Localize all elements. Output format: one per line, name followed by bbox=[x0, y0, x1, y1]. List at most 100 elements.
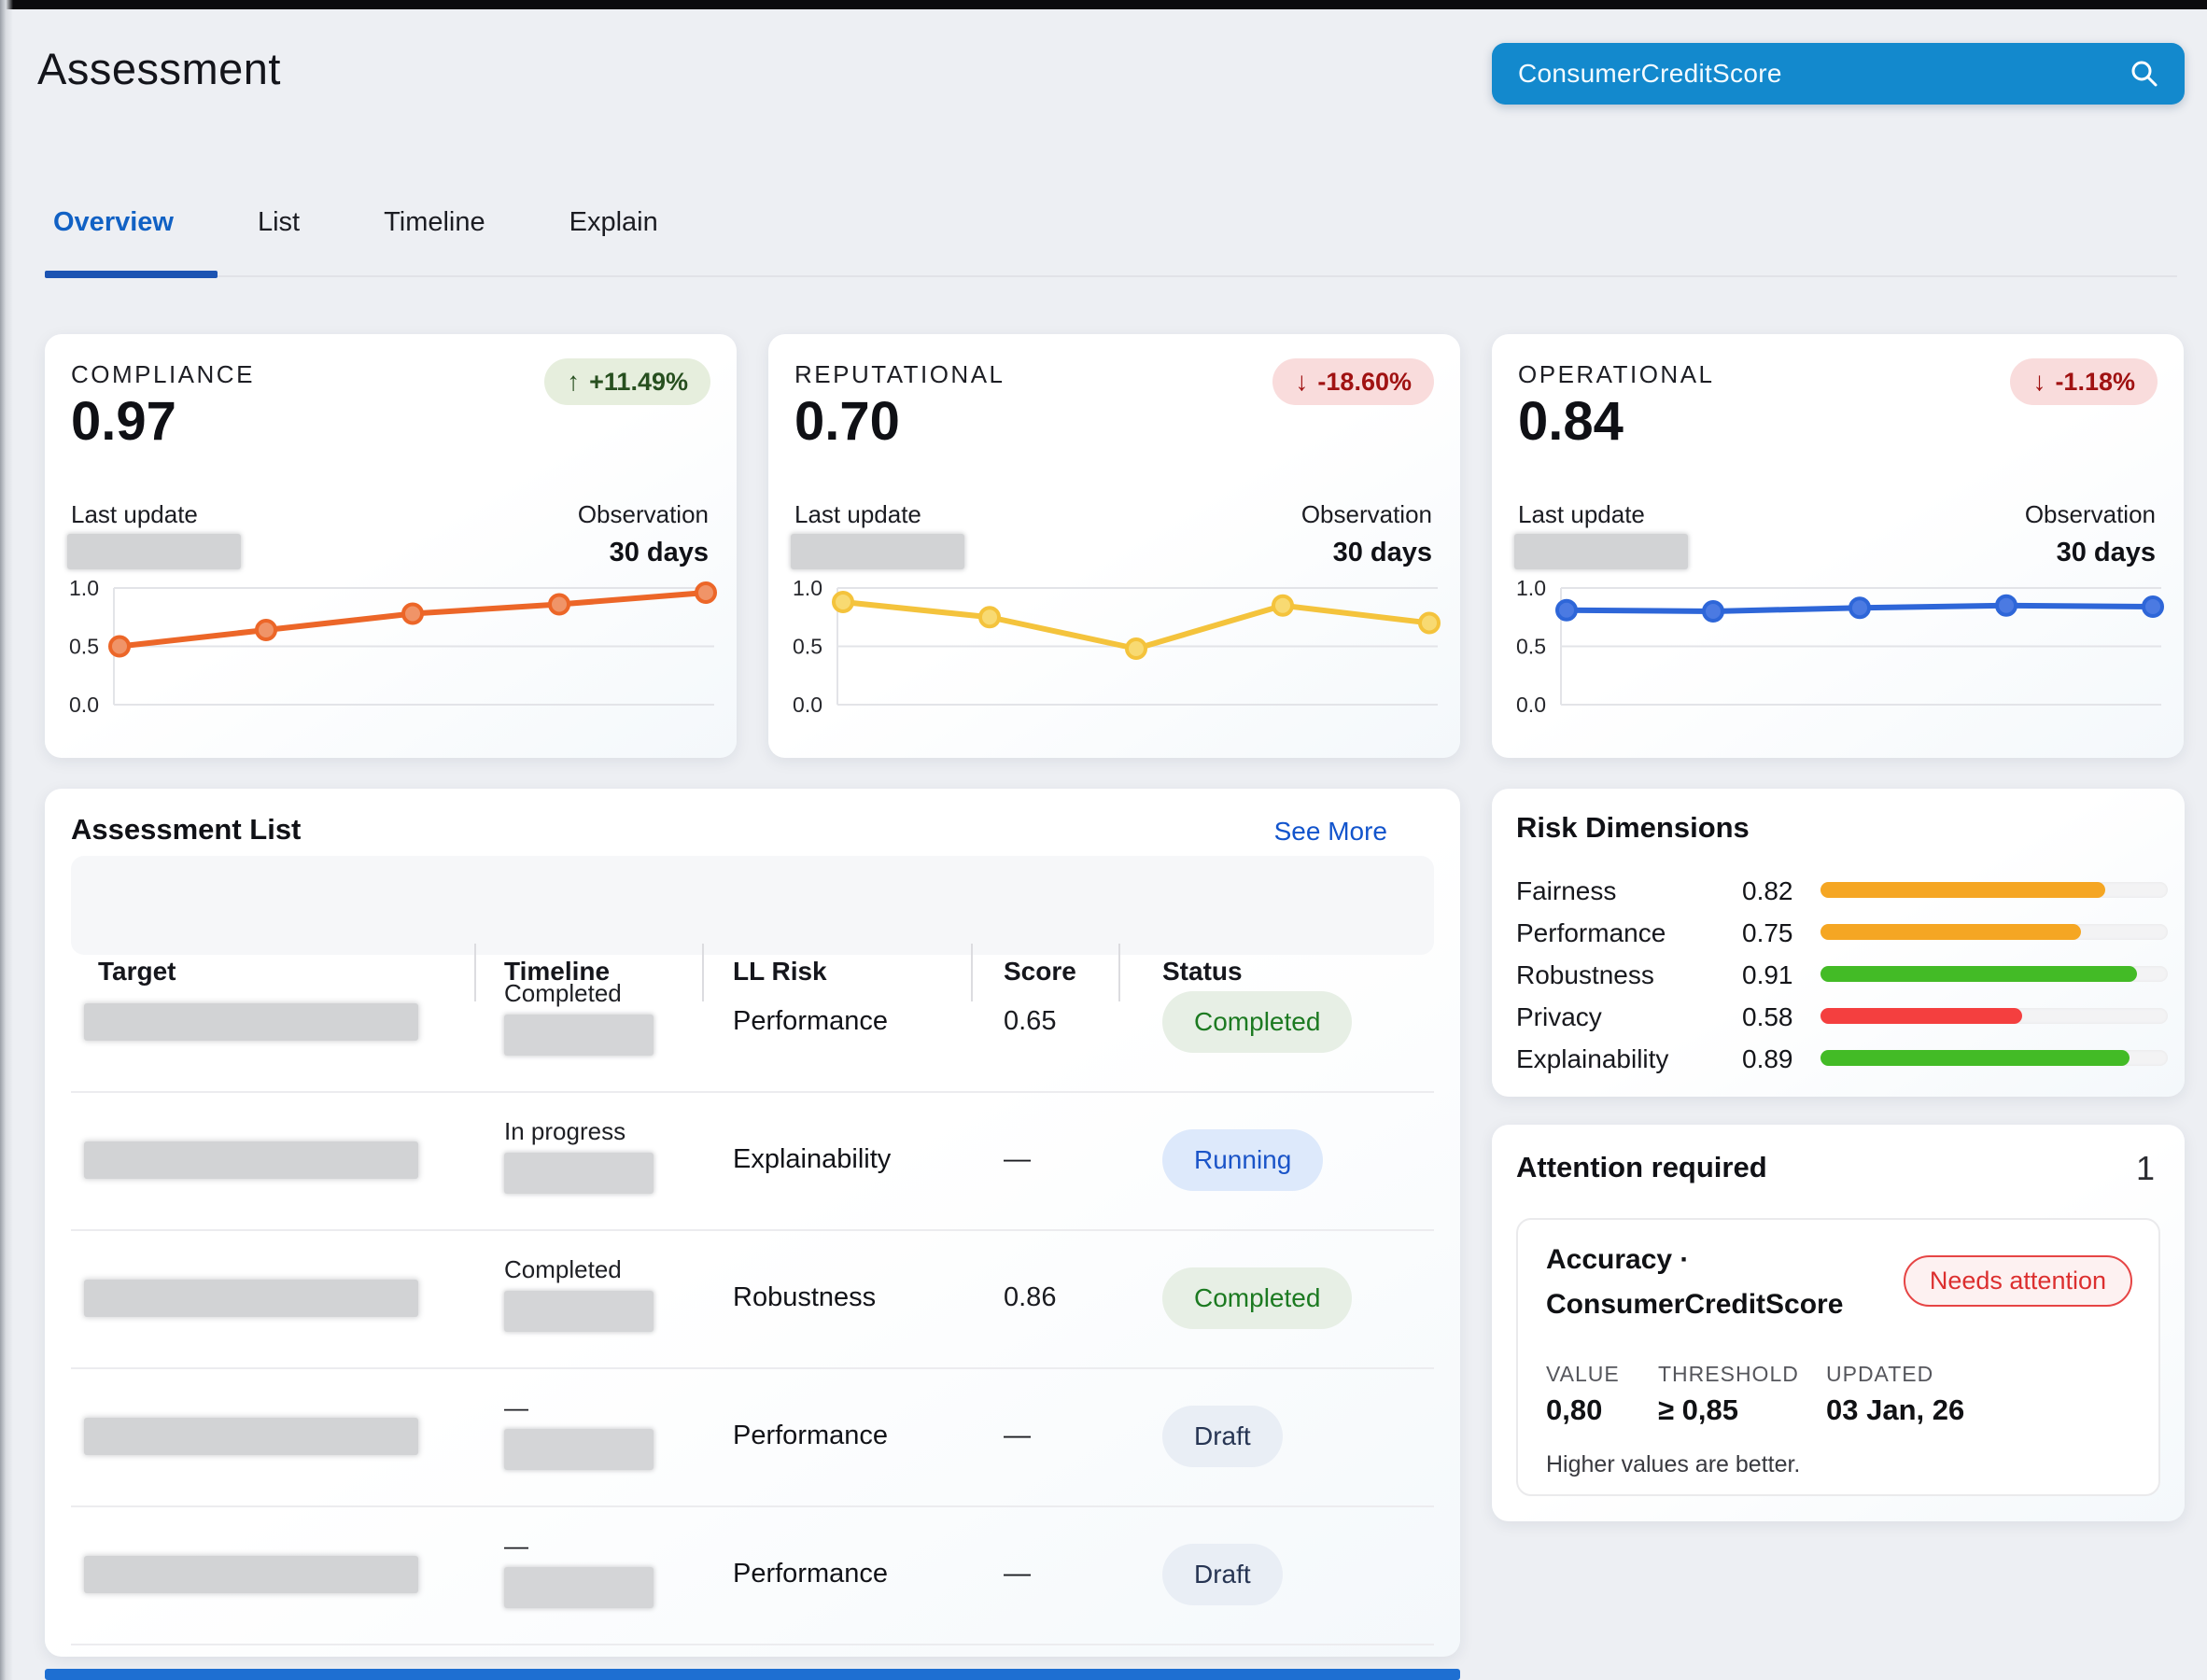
timeline-state: Completed bbox=[504, 1255, 622, 1284]
window-top-edge bbox=[0, 0, 2207, 9]
redacted-target bbox=[84, 1003, 418, 1041]
ll-risk-value: Robustness bbox=[733, 1282, 876, 1313]
status-badge: Draft bbox=[1162, 1406, 1283, 1467]
ll-risk-value: Performance bbox=[733, 1559, 888, 1589]
risk-bar-track bbox=[1820, 1050, 2168, 1066]
risk-value: 0.91 bbox=[1742, 960, 1793, 990]
redacted-date bbox=[1514, 534, 1688, 569]
svg-text:0.0: 0.0 bbox=[1516, 693, 1546, 717]
attention-item[interactable]: Accuracy · ConsumerCreditScore Needs att… bbox=[1516, 1218, 2160, 1496]
trend-arrow-icon: ↓ bbox=[2032, 367, 2045, 397]
risk-bar-track bbox=[1820, 924, 2168, 940]
compliance-trend-chart: 1.00.50.0 bbox=[45, 575, 737, 748]
table-row[interactable]: — Performance — Draft bbox=[45, 1367, 1460, 1505]
redacted-date bbox=[791, 534, 964, 569]
metric-label: OPERATIONAL bbox=[1518, 360, 1715, 389]
attention-model-name: ConsumerCreditScore bbox=[1546, 1289, 1843, 1321]
observation-value: 30 days bbox=[2057, 538, 2156, 568]
svg-text:0.0: 0.0 bbox=[69, 693, 99, 717]
redacted-target bbox=[84, 1141, 418, 1179]
score-value: 0.65 bbox=[1004, 1006, 1056, 1037]
risk-dimension-row: Fairness 0.82 bbox=[1492, 876, 2185, 908]
risk-dimensions-title: Risk Dimensions bbox=[1516, 811, 1750, 845]
timeline-state: Completed bbox=[504, 979, 622, 1008]
svg-text:0.5: 0.5 bbox=[1516, 635, 1546, 659]
timeline-state: — bbox=[504, 1532, 528, 1561]
table-row[interactable]: In progress Explainability — Running bbox=[45, 1091, 1460, 1229]
metric-label: COMPLIANCE bbox=[71, 360, 255, 389]
risk-dimension-row: Performance 0.75 bbox=[1492, 918, 2185, 950]
risk-bar-track bbox=[1820, 1008, 2168, 1024]
operational-trend-chart: 1.00.50.0 bbox=[1492, 575, 2184, 748]
compliance-card: COMPLIANCE 0.97 ↑ +11.49% Last update Ob… bbox=[45, 334, 737, 758]
observation-value: 30 days bbox=[610, 538, 709, 568]
redacted-timeline bbox=[504, 1429, 654, 1470]
risk-value: 0.75 bbox=[1742, 918, 1793, 948]
redacted-timeline bbox=[504, 1153, 654, 1194]
delta-badge: ↓ -18.60% bbox=[1272, 358, 1434, 405]
attention-count: 1 bbox=[2136, 1149, 2155, 1188]
active-tab-indicator bbox=[45, 271, 218, 278]
attention-metric-name: Accuracy · bbox=[1546, 1244, 1689, 1276]
delta-badge: ↑ +11.49% bbox=[544, 358, 710, 405]
tab-bar: Overview List Timeline Explain bbox=[53, 207, 658, 238]
observation-label: Observation bbox=[2025, 500, 2156, 529]
tab-explain[interactable]: Explain bbox=[569, 207, 658, 238]
observation-label: Observation bbox=[1301, 500, 1432, 529]
status-badge: Completed bbox=[1162, 991, 1352, 1053]
window-left-edge bbox=[0, 0, 13, 1680]
score-value: 0.86 bbox=[1004, 1282, 1056, 1313]
trend-arrow-icon: ↑ bbox=[567, 367, 580, 397]
trend-arrow-icon: ↓ bbox=[1295, 367, 1308, 397]
svg-text:0.5: 0.5 bbox=[69, 635, 99, 659]
attention-note: Higher values are better. bbox=[1546, 1451, 1800, 1478]
tab-list[interactable]: List bbox=[258, 207, 300, 238]
row-divider bbox=[71, 1644, 1434, 1645]
redacted-target bbox=[84, 1418, 418, 1455]
redacted-target bbox=[84, 1556, 418, 1593]
status-badge: Completed bbox=[1162, 1267, 1352, 1329]
risk-bar-fill bbox=[1820, 924, 2081, 940]
metric-label: REPUTATIONAL bbox=[794, 360, 1005, 389]
risk-label: Fairness bbox=[1516, 876, 1616, 906]
search-icon[interactable] bbox=[2129, 58, 2160, 90]
ll-risk-value: Performance bbox=[733, 1421, 888, 1451]
see-more-link[interactable]: See More bbox=[1274, 817, 1387, 847]
timeline-state: In progress bbox=[504, 1117, 626, 1146]
risk-dimensions-card: Risk Dimensions Fairness 0.82 Performanc… bbox=[1492, 789, 2185, 1097]
risk-label: Robustness bbox=[1516, 960, 1654, 990]
risk-label: Explainability bbox=[1516, 1044, 1668, 1074]
delta-value: -18.60% bbox=[1317, 368, 1412, 397]
attention-title: Attention required bbox=[1516, 1151, 1767, 1184]
page-title: Assessment bbox=[37, 43, 281, 94]
operational-card: OPERATIONAL 0.84 ↓ -1.18% Last update Ob… bbox=[1492, 334, 2184, 758]
metric-value: 0.97 bbox=[71, 390, 176, 453]
search-input[interactable]: ConsumerCreditScore bbox=[1492, 43, 2185, 105]
risk-label: Performance bbox=[1516, 918, 1666, 948]
table-row[interactable]: Completed Performance 0.65 Completed bbox=[45, 953, 1460, 1091]
updated-label: UPDATED bbox=[1826, 1362, 1933, 1387]
metric-value: 0.84 bbox=[1518, 390, 1624, 453]
risk-bar-track bbox=[1820, 882, 2168, 898]
table-row[interactable]: — Performance — Draft bbox=[45, 1505, 1460, 1644]
timeline-state: — bbox=[504, 1393, 528, 1422]
risk-label: Privacy bbox=[1516, 1002, 1602, 1032]
threshold-label: THRESHOLD bbox=[1658, 1362, 1799, 1387]
search-value: ConsumerCreditScore bbox=[1518, 59, 2129, 89]
risk-bar-fill bbox=[1820, 966, 2137, 982]
svg-text:0.5: 0.5 bbox=[793, 635, 822, 659]
table-header: Target Timeline LL Risk Score Status bbox=[71, 856, 1434, 955]
tab-divider bbox=[45, 275, 2177, 277]
dashboard-screen: Assessment ConsumerCreditScore Overview … bbox=[0, 0, 2207, 1680]
last-update-label: Last update bbox=[71, 500, 198, 529]
tab-timeline[interactable]: Timeline bbox=[384, 207, 485, 238]
score-value: — bbox=[1004, 1144, 1031, 1175]
risk-bar-track bbox=[1820, 966, 2168, 982]
tab-overview[interactable]: Overview bbox=[53, 207, 174, 238]
risk-bar-fill bbox=[1820, 882, 2105, 898]
delta-value: -1.18% bbox=[2055, 368, 2135, 397]
ll-risk-value: Explainability bbox=[733, 1144, 891, 1175]
delta-value: +11.49% bbox=[589, 368, 688, 397]
assessment-list-card: Assessment List See More Target Timeline… bbox=[45, 789, 1460, 1657]
table-row[interactable]: Completed Robustness 0.86 Completed bbox=[45, 1229, 1460, 1367]
